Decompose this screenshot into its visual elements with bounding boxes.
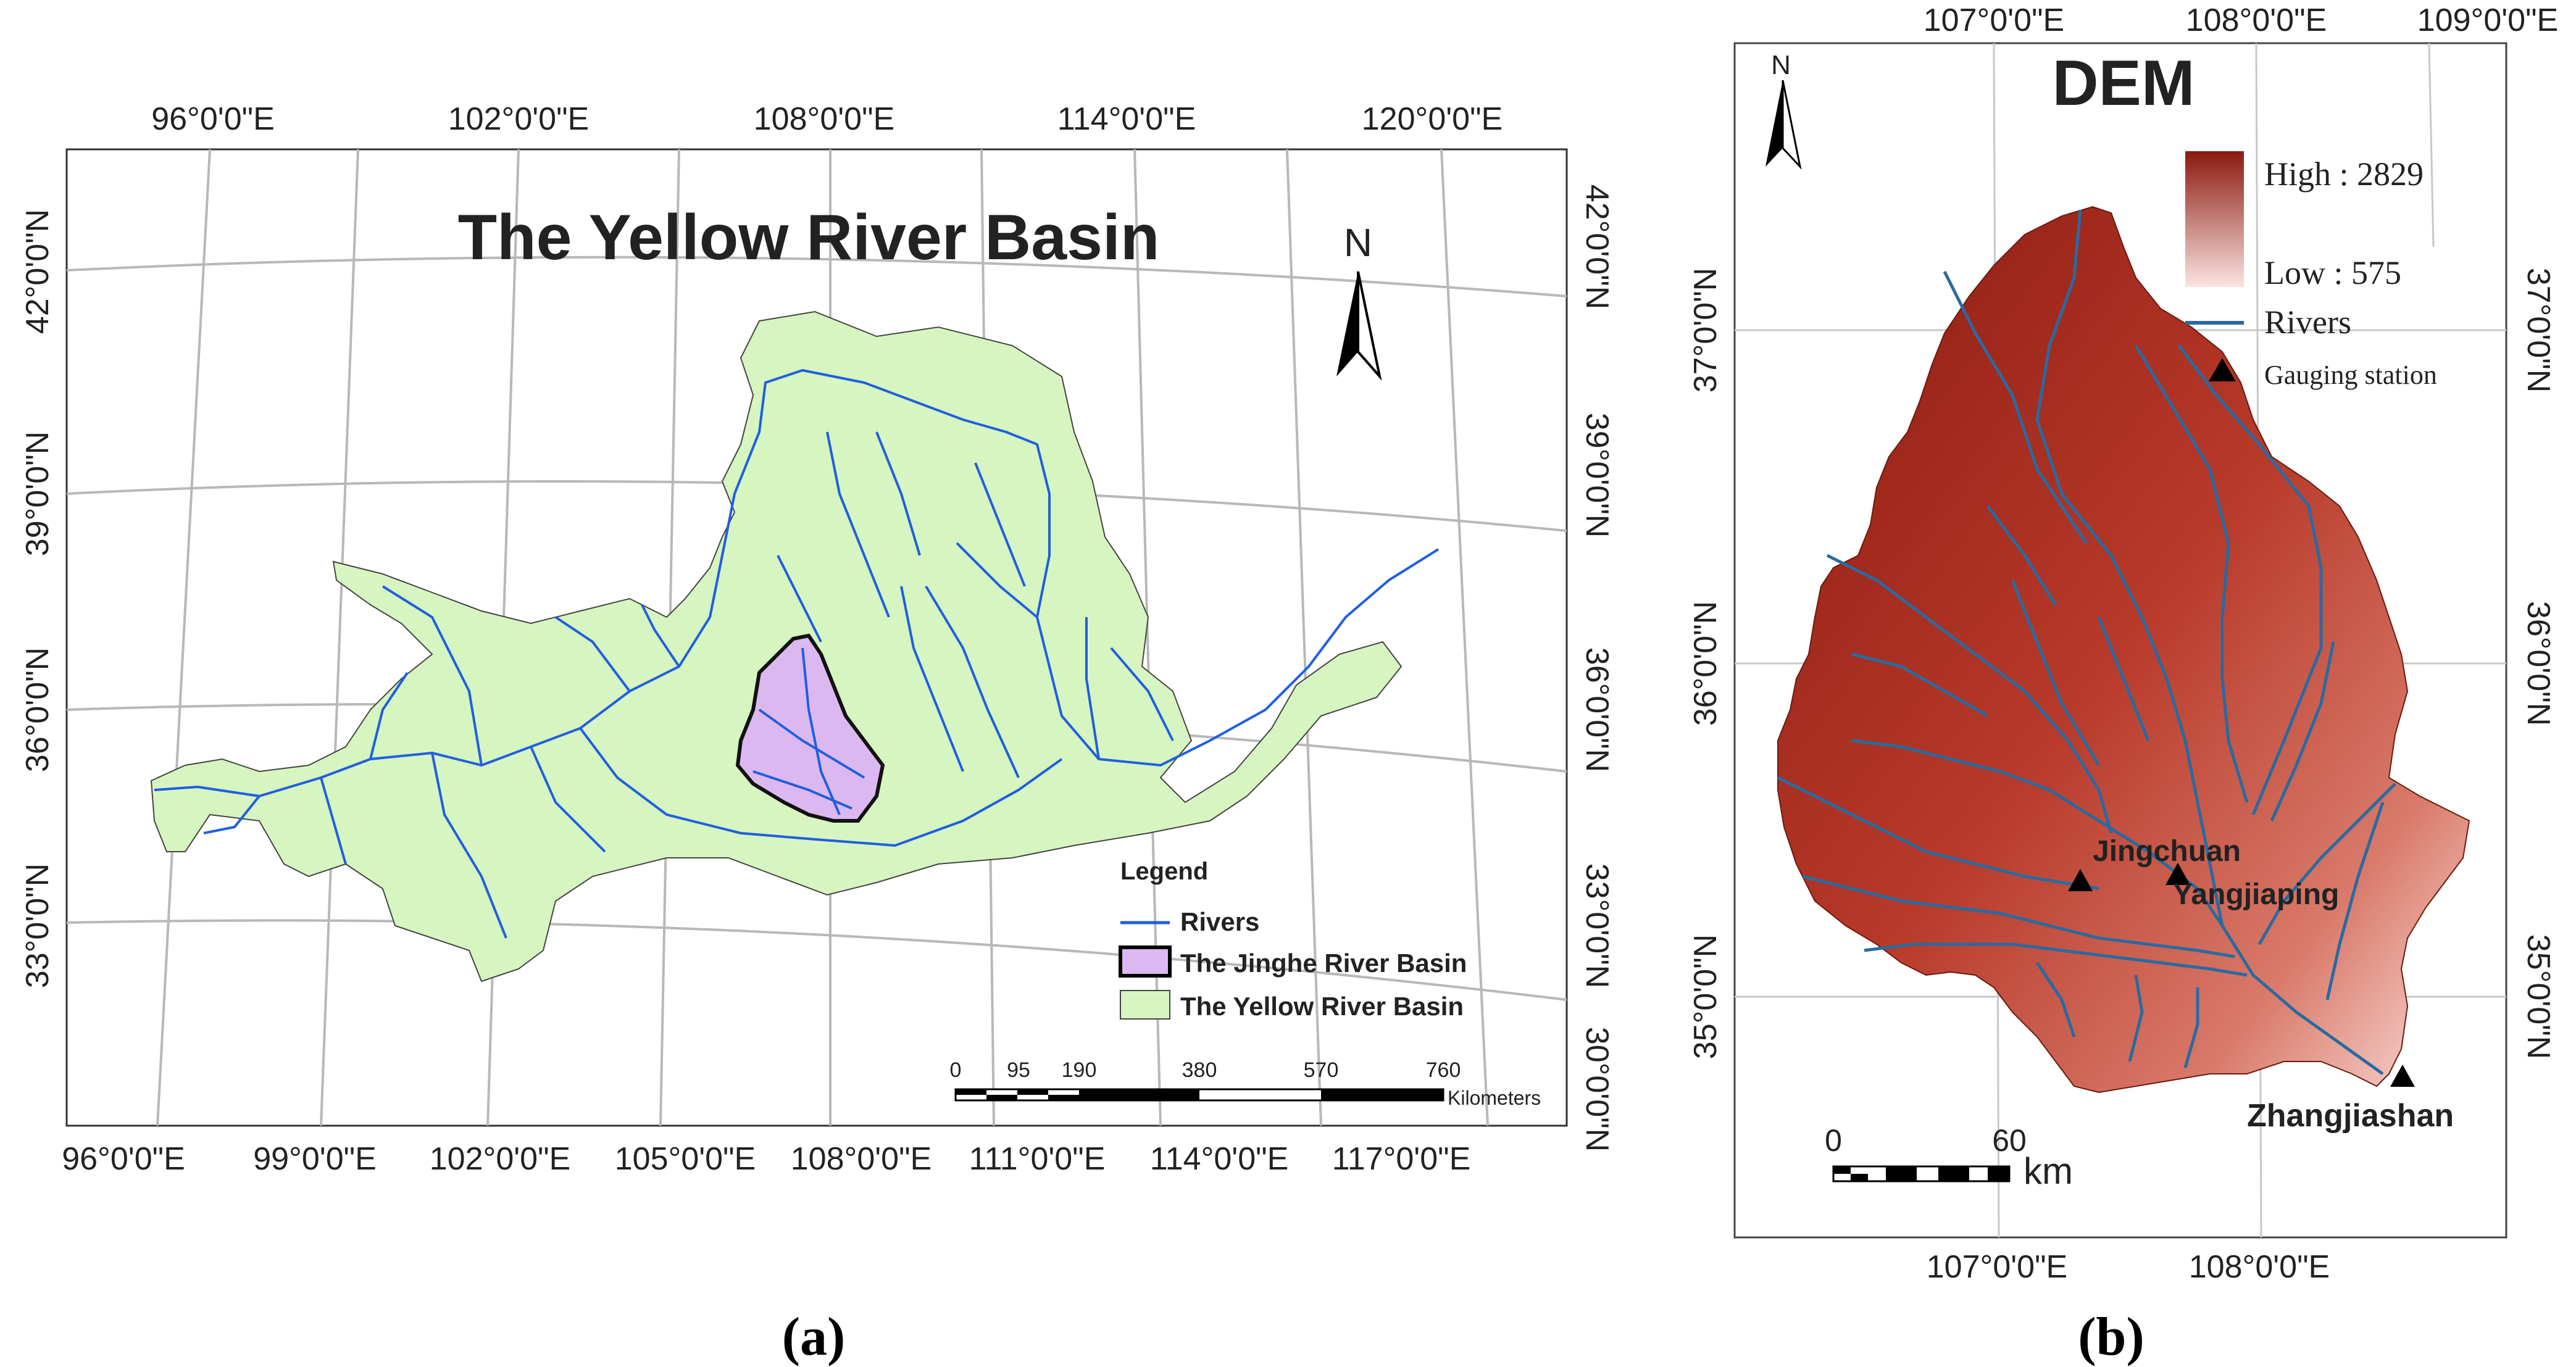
rivers-b bbox=[1777, 209, 2396, 1076]
lat-label: 37°0'0"N bbox=[2520, 268, 2556, 393]
scale-tick-b: 0 bbox=[1825, 1123, 1842, 1158]
scale-tick: 190 bbox=[1062, 1058, 1097, 1082]
north-label-b: N bbox=[1771, 50, 1791, 80]
rivers-a bbox=[154, 368, 1440, 939]
lon-label: 108°0'0"E bbox=[791, 1141, 932, 1177]
lat-label: 42°0'0"N bbox=[1579, 185, 1615, 309]
jinghe-river-basin bbox=[735, 633, 885, 823]
legend-high: High : 2829 bbox=[2264, 156, 2424, 193]
lon-label: 120°0'0"E bbox=[1362, 101, 1503, 137]
caption-a: (a) bbox=[782, 1307, 846, 1367]
lat-label: 36°0'0"N bbox=[2520, 601, 2556, 726]
lat-label: 36°0'0"N bbox=[1579, 647, 1615, 772]
lat-label: 37°0'0"N bbox=[1688, 268, 1724, 393]
yellow-river-basin bbox=[150, 310, 1403, 983]
lon-label: 102°0'0"E bbox=[430, 1141, 570, 1177]
north-arrow-a: N bbox=[1336, 220, 1382, 381]
legend-rivers-label: Rivers bbox=[1180, 907, 1259, 936]
lon-label: 96°0'0"E bbox=[151, 101, 275, 137]
panel-a-title: The Yellow River Basin bbox=[458, 202, 1160, 273]
panel-b-map: DEM N High : 2829 Low : 575 Rivers Gaugi… bbox=[1688, 2, 2558, 1367]
lon-label: 107°0'0"E bbox=[1924, 2, 2064, 38]
legend-station-label: Gauging station bbox=[2264, 360, 2437, 390]
station-label: Yangjiaping bbox=[2173, 878, 2339, 911]
lon-label: 102°0'0"E bbox=[448, 101, 589, 137]
lon-label: 109°0'0"E bbox=[2417, 2, 2558, 38]
lat-label: 33°0'0"N bbox=[1579, 863, 1615, 988]
lon-label: 114°0'0"E bbox=[1150, 1141, 1289, 1177]
scale-unit-b: km bbox=[2024, 1150, 2073, 1192]
lon-label: 108°0'0"E bbox=[2186, 2, 2327, 38]
scale-tick: 95 bbox=[1007, 1058, 1030, 1082]
bottom-lon-labels-a: 96°0'0"E 99°0'0"E 102°0'0"E 105°0'0"E 10… bbox=[62, 1141, 1470, 1177]
lon-label: 114°0'0"E bbox=[1057, 101, 1196, 137]
lon-label: 96°0'0"E bbox=[62, 1141, 185, 1177]
legend-jinghe-swatch bbox=[1119, 945, 1172, 978]
top-lon-labels-b: 107°0'0"E 108°0'0"E 109°0'0"E bbox=[1924, 2, 2558, 38]
lon-label: 105°0'0"E bbox=[615, 1141, 756, 1177]
lon-label: 108°0'0"E bbox=[2189, 1249, 2330, 1285]
scale-tick: 0 bbox=[950, 1058, 962, 1082]
scale-unit: Kilometers bbox=[1448, 1087, 1541, 1109]
lon-label: 111°0'0"E bbox=[969, 1141, 1106, 1177]
lon-label: 99°0'0"E bbox=[253, 1141, 377, 1177]
lon-label: 108°0'0"E bbox=[754, 101, 894, 137]
lat-label: 35°0'0"N bbox=[2520, 934, 2556, 1059]
right-lat-labels-a: 42°0'0"N 39°0'0"N 36°0'0"N 33°0'0"N 30°0… bbox=[1579, 185, 1615, 1152]
elevation-ramp bbox=[2185, 151, 2244, 287]
station-label: Jingchuan bbox=[2093, 835, 2241, 868]
lat-label: 39°0'0"N bbox=[20, 431, 56, 556]
scale-tick: 760 bbox=[1426, 1058, 1461, 1082]
legend-low: Low : 575 bbox=[2264, 254, 2401, 291]
legend-b: High : 2829 Low : 575 Rivers Gauging sta… bbox=[2185, 151, 2437, 390]
station-zhangjiashan-icon bbox=[2390, 1065, 2415, 1087]
panel-b-title: DEM bbox=[2052, 48, 2195, 119]
legend-yellow-label: The Yellow River Basin bbox=[1180, 992, 1464, 1021]
lat-label: 36°0'0"N bbox=[1688, 601, 1724, 726]
legend-a: Legend Rivers The Jinghe River Basin The… bbox=[1119, 858, 1467, 1021]
north-label-a: N bbox=[1344, 220, 1372, 265]
lat-label: 39°0'0"N bbox=[1579, 413, 1615, 538]
lon-label: 117°0'0"E bbox=[1332, 1141, 1471, 1177]
lat-label: 30°0'0"N bbox=[1579, 1027, 1615, 1152]
left-lat-labels-b: 37°0'0"N 36°0'0"N 35°0'0"N bbox=[1688, 268, 1724, 1059]
scale-tick: 570 bbox=[1304, 1058, 1339, 1082]
legend-jinghe-label: The Jinghe River Basin bbox=[1180, 949, 1467, 978]
station-jingchuan-icon bbox=[2068, 869, 2093, 891]
top-lon-labels-a: 96°0'0"E 102°0'0"E 108°0'0"E 114°0'0"E 1… bbox=[151, 101, 1503, 137]
lon-label: 107°0'0"E bbox=[1927, 1249, 2067, 1285]
scale-tick: 380 bbox=[1182, 1058, 1217, 1082]
legend-yellow-swatch bbox=[1120, 990, 1170, 1020]
lat-label: 35°0'0"N bbox=[1688, 934, 1724, 1059]
legend-title: Legend bbox=[1120, 858, 1208, 885]
stations: Jingchuan Yangjiaping Zhangjiashan bbox=[2068, 835, 2454, 1134]
scale-bar-b: 0 60 km bbox=[1825, 1123, 2073, 1192]
legend-station-icon bbox=[2209, 358, 2236, 381]
caption-b: (b) bbox=[2078, 1307, 2145, 1367]
legend-rivers-label-b: Rivers bbox=[2264, 304, 2351, 341]
lat-label: 33°0'0"N bbox=[20, 863, 56, 988]
bottom-lon-labels-b: 107°0'0"E 108°0'0"E bbox=[1927, 1249, 2330, 1285]
panel-a-map: The Yellow River Basin N 96°0'0"E 102°0'… bbox=[20, 101, 1615, 1367]
lat-label: 42°0'0"N bbox=[20, 209, 56, 334]
station-yangjiaping-icon bbox=[2165, 863, 2190, 885]
jinghe-dem bbox=[1777, 206, 2470, 1094]
lat-label: 36°0'0"N bbox=[20, 647, 56, 772]
scale-tick-b: 60 bbox=[1992, 1123, 2027, 1158]
scale-bar-a: 0 95 190 380 570 760 Kilometers bbox=[950, 1058, 1541, 1109]
north-arrow-b: N bbox=[1765, 50, 1802, 170]
left-lat-labels-a: 42°0'0"N 39°0'0"N 36°0'0"N 33°0'0"N bbox=[20, 209, 56, 988]
right-lat-labels-b: 37°0'0"N 36°0'0"N 35°0'0"N bbox=[2520, 268, 2556, 1059]
station-label: Zhangjiashan bbox=[2247, 1098, 2454, 1134]
